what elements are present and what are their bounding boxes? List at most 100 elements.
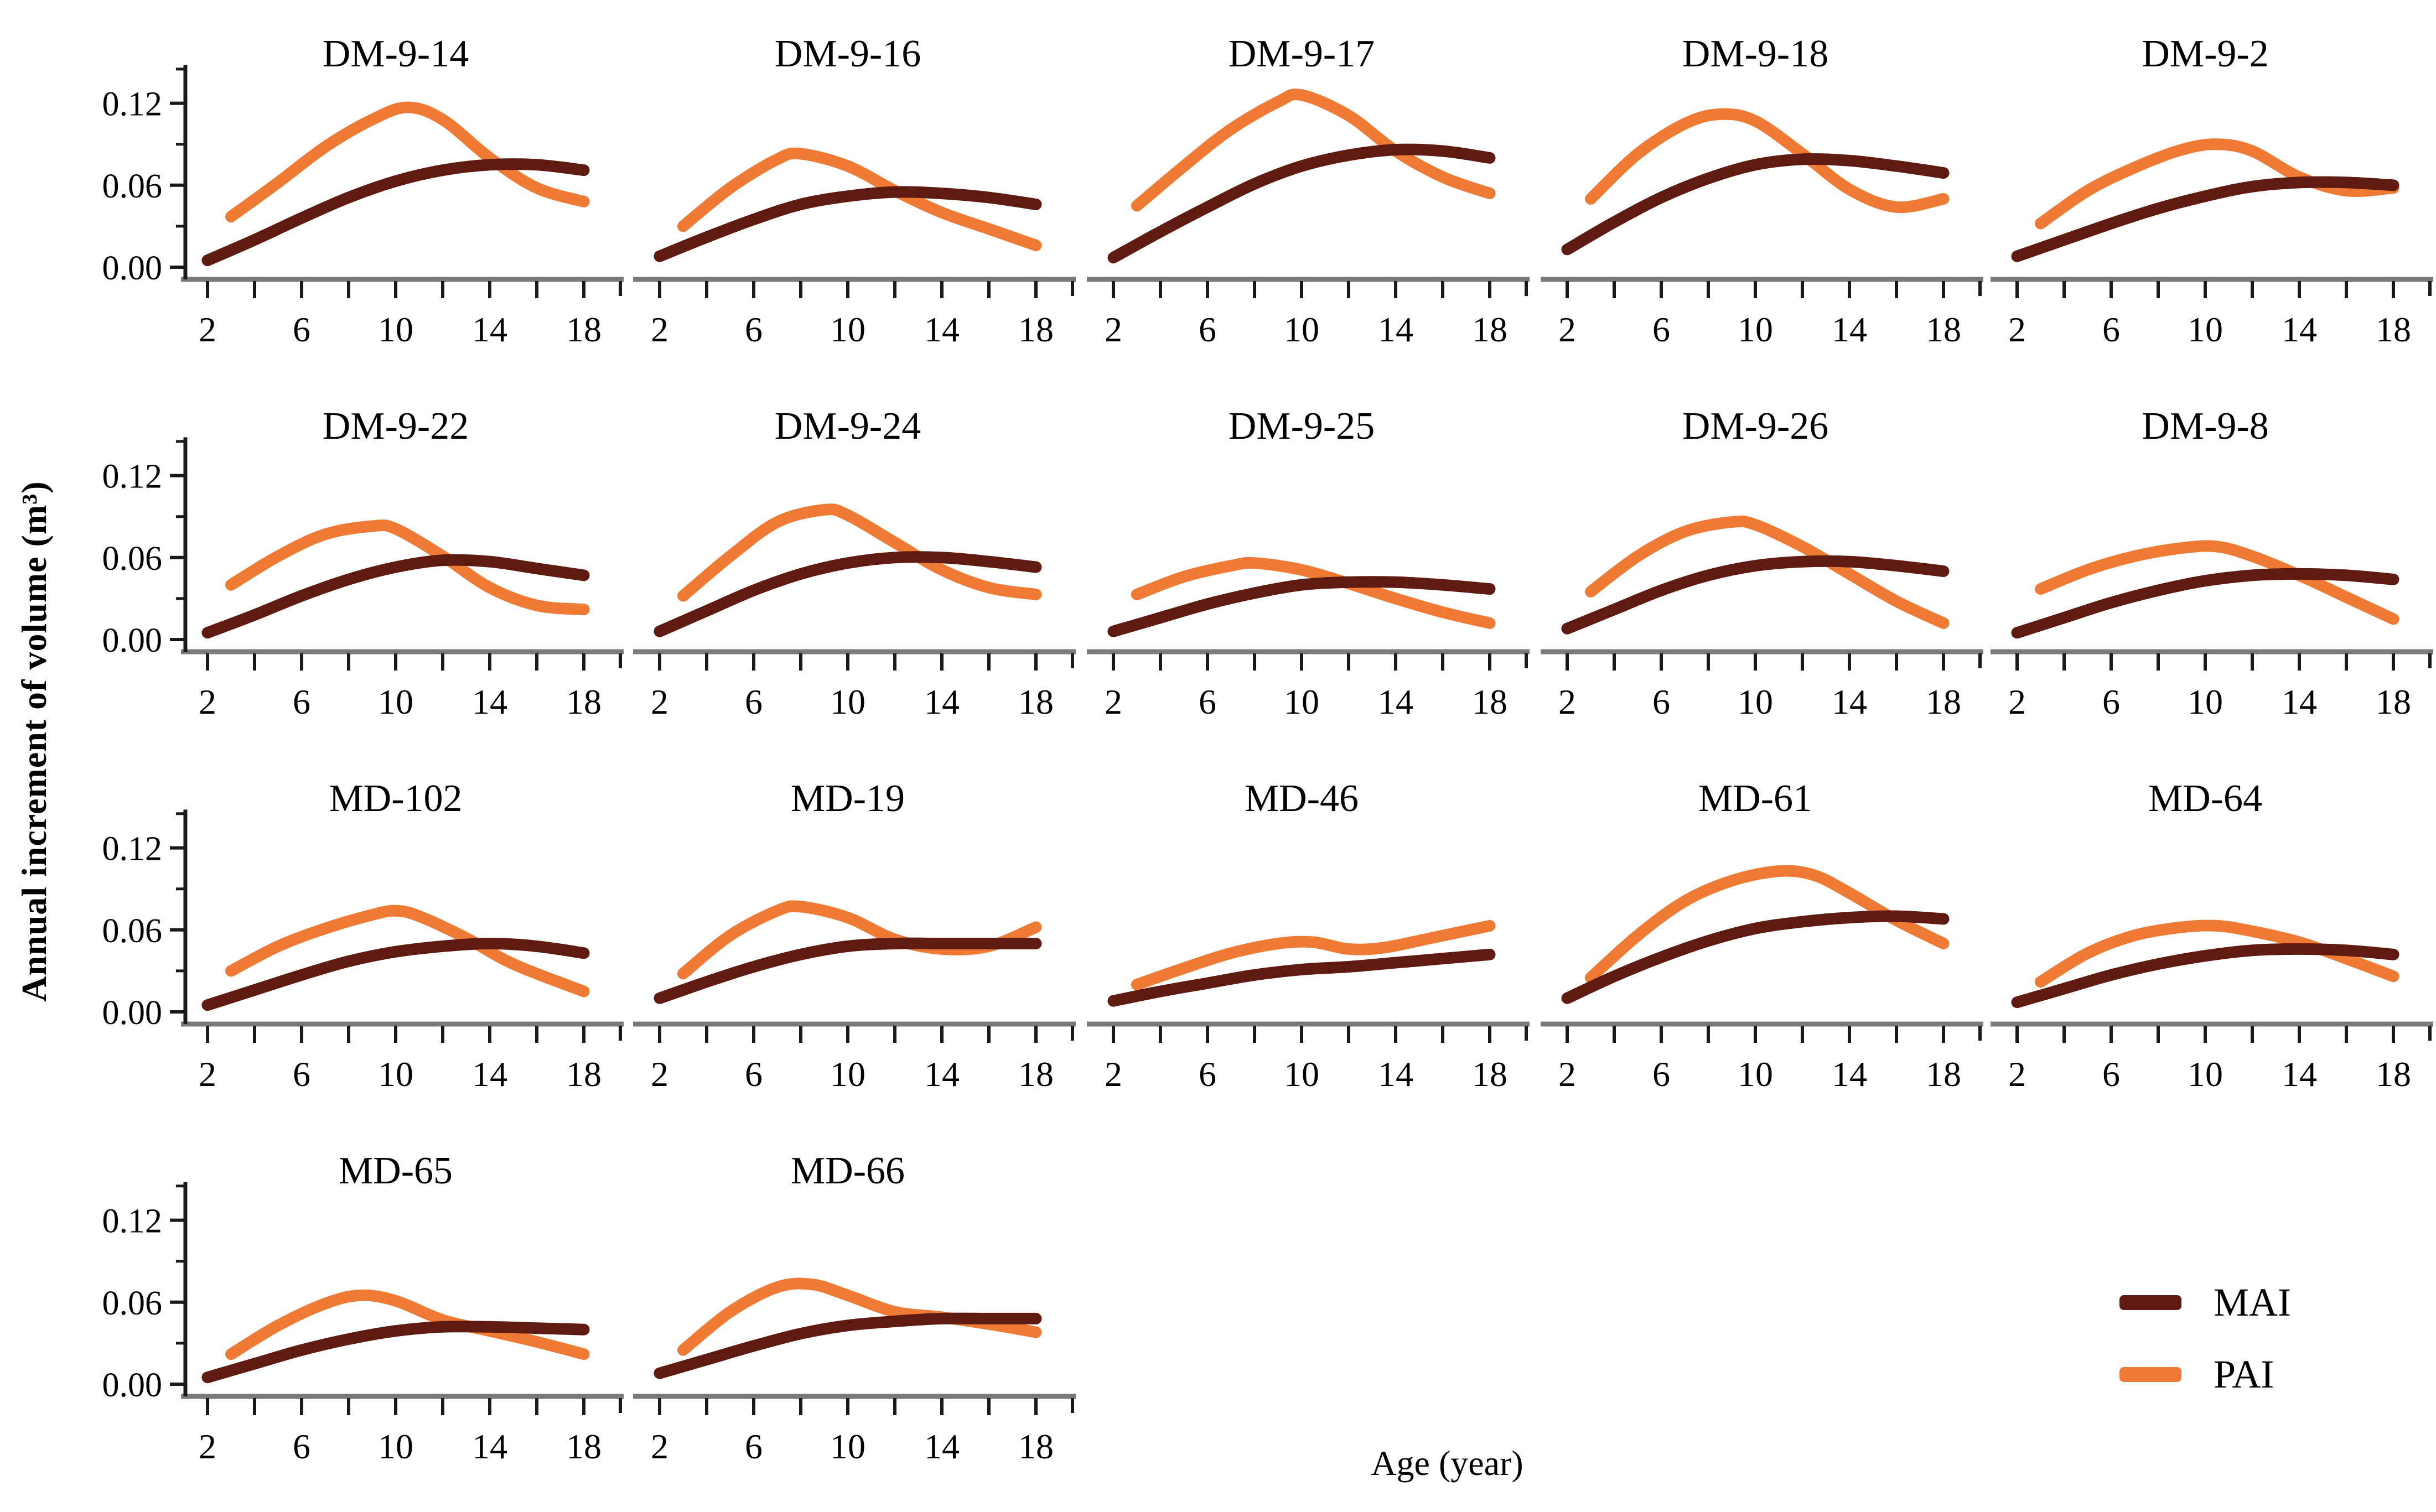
panel-title: DM-9-16 <box>775 33 921 75</box>
panel-DM-9-26: 2 6 10 14 18 DM-9-26 <box>1541 405 1983 721</box>
pai-curve <box>677 147 1042 251</box>
x-tick-label: 14 <box>1378 310 1413 349</box>
pai-curve <box>1131 919 1496 991</box>
mai-curve <box>201 554 590 639</box>
x-tick-label: 14 <box>472 1427 507 1466</box>
pai-curve <box>225 905 590 997</box>
x-tick-label: 10 <box>378 310 413 349</box>
panel-title: MD-19 <box>791 777 905 820</box>
mai-curve <box>1107 948 1496 1007</box>
panel-MD-66: 2 6 10 14 18 MD-66 <box>633 1150 1076 1466</box>
x-tick-label: 2 <box>1105 682 1122 721</box>
y-tick-label: 0.06 <box>102 168 163 205</box>
panel-title: DM-9-2 <box>2142 33 2268 75</box>
panel-title: MD-46 <box>1245 777 1359 820</box>
x-tick-label: 14 <box>1832 310 1867 349</box>
y-tick-label: 0.06 <box>102 1285 163 1322</box>
mai-curve <box>1561 555 1950 635</box>
x-tick-label: 14 <box>2282 682 2317 721</box>
mai-curve <box>654 186 1042 262</box>
pai-curve <box>677 503 1042 602</box>
x-tick-label: 14 <box>924 1054 960 1094</box>
x-tick-label: 18 <box>2376 1054 2411 1094</box>
x-tick-label: 2 <box>1105 310 1122 349</box>
x-tick-label: 6 <box>293 1054 310 1094</box>
panel-title: DM-9-24 <box>775 405 921 448</box>
legend-label-mai: MAI <box>2214 1280 2291 1324</box>
panel-title: MD-102 <box>329 777 462 820</box>
x-tick-label: 6 <box>2102 1054 2120 1094</box>
y-tick-label: 0.12 <box>102 458 163 496</box>
pai-curve <box>1131 557 1496 629</box>
panel-MD-19: 2 6 10 14 18 MD-19 <box>633 777 1076 1094</box>
pai-curve <box>1585 108 1950 214</box>
panel-DM-9-17: 2 6 10 14 18 DM-9-17 <box>1087 33 1530 349</box>
mai-curve <box>654 551 1042 637</box>
x-tick-label: 18 <box>1018 682 1054 721</box>
panel-title: DM-9-14 <box>323 33 469 75</box>
x-tick-label: 18 <box>1018 310 1054 349</box>
panel-title: DM-9-17 <box>1229 33 1375 75</box>
panel-MD-102: 2 6 10 14 18 0.00 0.06 0.12 MD-102 <box>102 777 624 1094</box>
x-tick-label: 2 <box>1558 1054 1576 1094</box>
x-tick-label: 14 <box>924 682 960 721</box>
x-tick-label: 10 <box>1284 310 1319 349</box>
x-tick-label: 18 <box>566 682 602 721</box>
x-axis-label: Age (year) <box>1371 1443 1523 1483</box>
x-tick-label: 10 <box>830 310 865 349</box>
panel-title: DM-9-18 <box>1682 33 1828 75</box>
x-tick-label: 14 <box>924 310 960 349</box>
x-tick-label: 2 <box>2008 682 2026 721</box>
x-tick-label: 14 <box>1832 682 1867 721</box>
pai-curve <box>225 101 590 223</box>
mai-line-swatch <box>2119 1295 2181 1310</box>
pai-curve <box>2035 540 2399 625</box>
mai-curve <box>1107 576 1496 637</box>
panel-DM-9-2: 2 6 10 14 18 DM-9-2 <box>1991 33 2433 349</box>
x-tick-label: 2 <box>1105 1054 1122 1094</box>
legend: MAI PAI <box>2119 1282 2291 1394</box>
x-tick-label: 14 <box>1378 1054 1413 1094</box>
x-tick-label: 18 <box>1472 1054 1507 1094</box>
x-tick-label: 18 <box>2376 310 2411 349</box>
panel-DM-9-22: 2 6 10 14 18 0.00 0.06 0.12 DM-9-22 <box>102 405 624 721</box>
panel-DM-9-16: 2 6 10 14 18 DM-9-16 <box>633 33 1076 349</box>
x-tick-label: 18 <box>2376 682 2411 721</box>
mai-curve <box>2011 568 2399 639</box>
y-tick-label: 0.00 <box>102 1366 163 1404</box>
x-tick-label: 6 <box>2102 310 2120 349</box>
x-tick-label: 6 <box>745 1427 763 1466</box>
x-tick-label: 6 <box>1652 682 1670 721</box>
x-tick-label: 14 <box>472 1054 507 1094</box>
x-tick-label: 2 <box>651 1427 668 1466</box>
panel-MD-65: 2 6 10 14 18 0.00 0.06 0.12 MD-65 <box>102 1150 624 1466</box>
y-tick-label: 0.12 <box>102 830 163 868</box>
x-tick-label: 10 <box>1284 682 1319 721</box>
x-tick-label: 14 <box>2282 310 2317 349</box>
x-tick-label: 10 <box>2188 682 2223 721</box>
x-tick-label: 6 <box>1652 1054 1670 1094</box>
x-tick-label: 18 <box>566 310 602 349</box>
x-tick-label: 18 <box>1926 310 1961 349</box>
x-tick-label: 2 <box>651 1054 668 1094</box>
panel-title: MD-65 <box>339 1150 453 1192</box>
mai-curve <box>1561 153 1950 256</box>
x-tick-label: 18 <box>1018 1054 1054 1094</box>
x-tick-label: 2 <box>199 310 216 349</box>
y-tick-label: 0.00 <box>102 250 163 287</box>
x-tick-label: 2 <box>651 310 668 349</box>
x-tick-label: 6 <box>293 682 310 721</box>
x-tick-label: 10 <box>2188 1054 2223 1094</box>
panel-title: DM-9-26 <box>1682 405 1828 448</box>
x-tick-label: 2 <box>651 682 668 721</box>
pai-curve <box>1131 89 1496 212</box>
x-tick-label: 2 <box>199 1427 216 1466</box>
legend-item-pai: PAI <box>2119 1354 2291 1394</box>
x-tick-label: 14 <box>2282 1054 2317 1094</box>
x-tick-label: 18 <box>1018 1427 1054 1466</box>
x-tick-label: 6 <box>1199 310 1216 349</box>
y-tick-label: 0.00 <box>102 994 163 1032</box>
y-tick-label: 0.06 <box>102 912 163 950</box>
mai-curve <box>654 1312 1042 1379</box>
